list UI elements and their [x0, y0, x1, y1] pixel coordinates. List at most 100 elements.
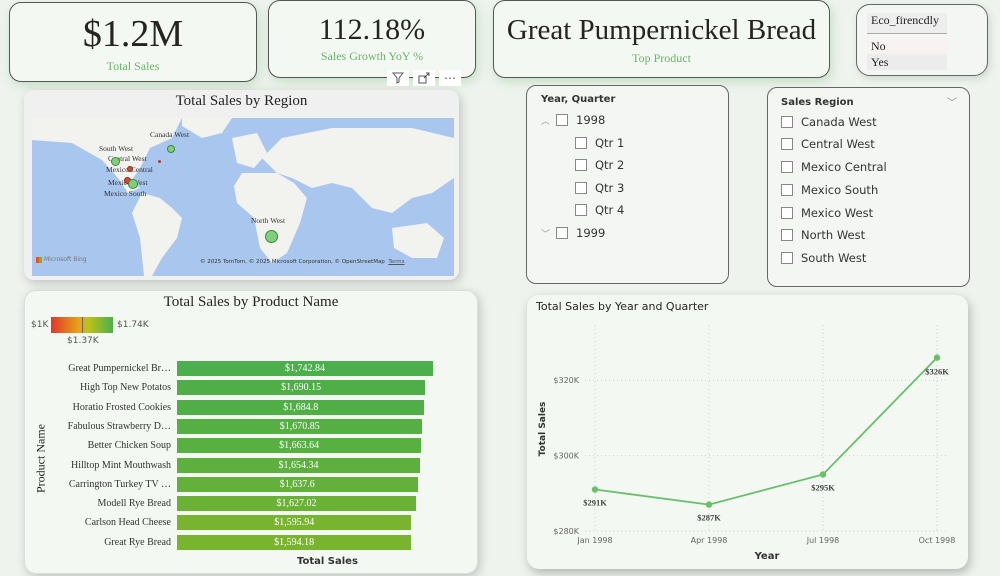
checkbox[interactable]: [781, 184, 793, 196]
bar[interactable]: $1,594.18: [177, 534, 412, 550]
bar[interactable]: $1,627.02: [177, 496, 416, 512]
checkbox[interactable]: [781, 161, 793, 173]
slicer-item-1999[interactable]: ﹀ 1999: [541, 226, 606, 240]
checkbox[interactable]: [781, 138, 793, 150]
bubble-central-west[interactable]: [158, 160, 161, 163]
data-label: $295K: [811, 482, 835, 492]
top-product-value: Great Pumpernickel Bread: [506, 14, 817, 46]
filter-icon[interactable]: [387, 70, 409, 86]
x-tick-label: Oct 1998: [919, 536, 956, 545]
y-tick-label: $280K: [553, 527, 579, 536]
bar-row[interactable]: Great Rye Bread $1,594.18: [31, 534, 412, 550]
region-item-mexico-central[interactable]: Mexico Central: [781, 160, 887, 174]
x-tick-label: Apr 1998: [691, 536, 728, 545]
bar-chart-visual: Total Sales by Product Name $1K $1.74K $…: [24, 290, 478, 574]
region-item-canada-west[interactable]: Canada West: [781, 115, 877, 129]
bar-row[interactable]: Carlson Head Cheese $1,595.94: [31, 515, 412, 531]
bar[interactable]: $1,637.6: [177, 476, 418, 492]
legend-min: $1K: [31, 320, 49, 330]
bar-row[interactable]: Better Chicken Soup $1,663.64: [31, 438, 422, 454]
slicer-item-qtr4[interactable]: Qtr 4: [575, 203, 624, 217]
bar-row[interactable]: Great Pumpernickel Br… $1,742.84: [31, 361, 433, 376]
bar[interactable]: $1,684.8: [177, 399, 425, 415]
eco-option-no[interactable]: No: [867, 38, 947, 54]
y-tick-label: $320K: [553, 376, 579, 385]
bar-row[interactable]: Horatio Frosted Cookies $1,684.8: [31, 399, 425, 415]
data-point[interactable]: [819, 471, 827, 478]
slicer-item-qtr2[interactable]: Qtr 2: [575, 158, 624, 172]
bar[interactable]: $1,595.94: [177, 515, 412, 531]
bubble-mexico-south[interactable]: [128, 179, 138, 189]
bubble-mexico-central[interactable]: [127, 166, 133, 172]
line-chart-title: Total Sales by Year and Quarter: [536, 300, 709, 313]
checkbox[interactable]: [781, 207, 793, 219]
sales-region-title: Sales Region: [781, 97, 854, 108]
map-visual: Total Sales by Region Canada West South …: [24, 90, 459, 280]
slicer-item-1998[interactable]: ︿ 1998: [541, 113, 606, 127]
bubble-canada-west[interactable]: [167, 145, 175, 153]
line-chart-visual: Total Sales by Year and Quarter $280K $30…: [527, 295, 968, 569]
bar-category-label: Horatio Frosted Cookies: [72, 401, 171, 413]
bar[interactable]: $1,663.64: [177, 438, 422, 454]
checkbox[interactable]: [556, 227, 569, 239]
bar-row[interactable]: Hilltop Mint Mouthwash $1,654.34: [31, 457, 420, 473]
slicer-item-qtr3[interactable]: Qtr 3: [575, 181, 624, 195]
data-point[interactable]: [705, 501, 713, 508]
checkbox[interactable]: [556, 114, 569, 126]
bar-row[interactable]: Modell Rye Bread $1,627.02: [31, 496, 416, 512]
eco-option-yes[interactable]: Yes: [867, 54, 947, 70]
sales-region-slicer: Sales Region ﹀ Canada West Central West …: [767, 87, 970, 287]
region-item-mexico-south[interactable]: Mexico South: [781, 183, 878, 197]
bar-row[interactable]: Carrington Turkey TV … $1,637.6: [31, 476, 418, 492]
legend-max: $1.74K: [117, 320, 149, 330]
bar[interactable]: $1,742.84: [177, 361, 433, 376]
checkbox[interactable]: [575, 182, 587, 194]
kpi-sales-growth: 112.18% Sales Growth YoY %: [268, 0, 476, 78]
checkbox[interactable]: [575, 204, 587, 216]
dropdown-chevron-icon[interactable]: ﹀: [947, 98, 957, 109]
more-options-icon[interactable]: ⋯: [439, 70, 461, 86]
bubble-south-west[interactable]: [111, 157, 120, 166]
checkbox[interactable]: [575, 159, 587, 171]
checkbox[interactable]: [781, 252, 793, 264]
bar[interactable]: $1,670.85: [177, 418, 423, 434]
bubble-north-west[interactable]: [265, 230, 278, 243]
sales-growth-value: 112.18%: [318, 12, 426, 46]
bar-category-label: Fabulous Strawberry D…: [67, 420, 171, 432]
bar-category-label: Hilltop Mint Mouthwash: [70, 459, 171, 471]
bar-category-label: High Top New Potatos: [79, 382, 171, 394]
map-canvas[interactable]: Canada West South West Central West Mexi…: [32, 118, 454, 276]
y-axis-label: Total Sales: [538, 402, 548, 457]
data-point[interactable]: [933, 354, 941, 361]
checkbox[interactable]: [781, 116, 793, 128]
data-label: $287K: [697, 513, 721, 523]
checkbox[interactable]: [575, 137, 587, 149]
kpi-total-sales: $1.2M Total Sales: [9, 2, 257, 82]
top-product-label: Top Product: [632, 51, 691, 65]
map-label-north-west: North West: [251, 216, 286, 225]
region-item-central-west[interactable]: Central West: [781, 137, 875, 151]
eco-slicer-title: Eco_firencdly: [867, 13, 947, 34]
chevron-down-icon[interactable]: ﹀: [541, 229, 551, 240]
x-axis-label: Total Sales: [297, 556, 358, 567]
region-item-mexico-west[interactable]: Mexico West: [781, 206, 873, 220]
checkbox[interactable]: [781, 229, 793, 241]
bing-logo: Microsoft Bing: [36, 256, 87, 263]
year-quarter-title: Year, Quarter: [541, 94, 616, 105]
bar[interactable]: $1,654.34: [177, 457, 420, 473]
region-item-south-west[interactable]: South West: [781, 251, 866, 265]
x-axis-label: Year: [754, 551, 780, 562]
data-point[interactable]: [591, 486, 599, 493]
chevron-up-icon[interactable]: ︿: [541, 116, 551, 127]
bar-category-label: Carlson Head Cheese: [84, 517, 171, 529]
terms-link[interactable]: Terms: [388, 259, 405, 265]
bar-category-label: Better Chicken Soup: [87, 440, 171, 452]
focus-mode-icon[interactable]: [413, 70, 435, 86]
x-tick-label: Jul 1998: [806, 536, 840, 545]
bar[interactable]: $1,690.15: [177, 380, 426, 396]
bar-row[interactable]: High Top New Potatos $1,690.15: [31, 380, 426, 396]
line-chart-plot[interactable]: $280K $300K $320K Jan 1998 Apr 1998 Jul 1998 O…: [527, 295, 968, 569]
bar-row[interactable]: Fabulous Strawberry D… $1,670.85: [31, 418, 423, 434]
region-item-north-west[interactable]: North West: [781, 228, 865, 242]
slicer-item-qtr1[interactable]: Qtr 1: [575, 136, 624, 150]
